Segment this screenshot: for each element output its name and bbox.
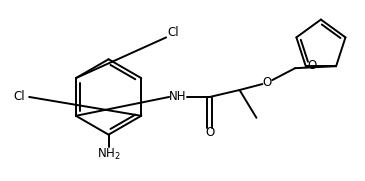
- Text: O: O: [307, 59, 316, 72]
- Text: NH$_2$: NH$_2$: [97, 147, 120, 162]
- Text: O: O: [205, 126, 214, 139]
- Text: Cl: Cl: [14, 90, 25, 104]
- Text: O: O: [263, 75, 272, 89]
- Text: NH: NH: [169, 90, 187, 104]
- Text: Cl: Cl: [167, 26, 179, 39]
